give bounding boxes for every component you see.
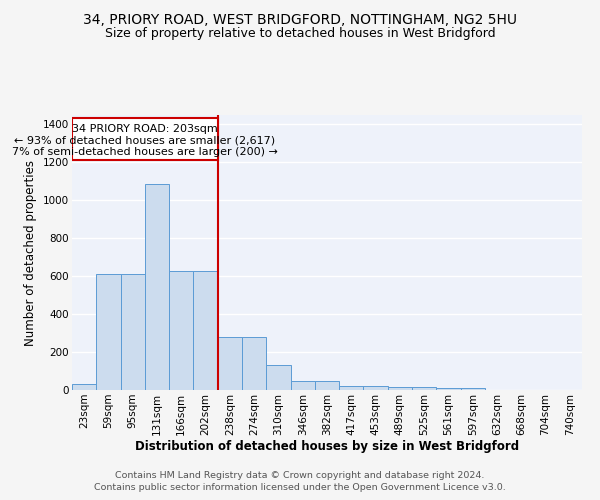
Bar xyxy=(96,274,121,390)
Bar xyxy=(242,337,266,390)
Y-axis label: Number of detached properties: Number of detached properties xyxy=(25,160,37,346)
Text: ← 93% of detached houses are smaller (2,617): ← 93% of detached houses are smaller (2,… xyxy=(14,136,275,145)
Bar xyxy=(339,386,364,390)
Bar xyxy=(266,366,290,390)
Text: 34 PRIORY ROAD: 203sqm: 34 PRIORY ROAD: 203sqm xyxy=(72,124,218,134)
Bar xyxy=(193,270,218,390)
Bar xyxy=(72,384,96,390)
Bar xyxy=(364,386,388,390)
Bar xyxy=(72,118,218,160)
Bar xyxy=(436,388,461,390)
Bar xyxy=(218,337,242,390)
X-axis label: Distribution of detached houses by size in West Bridgford: Distribution of detached houses by size … xyxy=(135,440,519,454)
Bar xyxy=(388,388,412,390)
Text: 34, PRIORY ROAD, WEST BRIDGFORD, NOTTINGHAM, NG2 5HU: 34, PRIORY ROAD, WEST BRIDGFORD, NOTTING… xyxy=(83,12,517,26)
Bar xyxy=(412,388,436,390)
Bar xyxy=(315,381,339,390)
Bar xyxy=(169,270,193,390)
Bar xyxy=(145,184,169,390)
Text: 7% of semi-detached houses are larger (200) →: 7% of semi-detached houses are larger (2… xyxy=(12,148,278,158)
Bar xyxy=(461,388,485,390)
Text: Contains HM Land Registry data © Crown copyright and database right 2024.: Contains HM Land Registry data © Crown c… xyxy=(115,471,485,480)
Text: Contains public sector information licensed under the Open Government Licence v3: Contains public sector information licen… xyxy=(94,484,506,492)
Bar xyxy=(290,381,315,390)
Text: Size of property relative to detached houses in West Bridgford: Size of property relative to detached ho… xyxy=(104,28,496,40)
Bar xyxy=(121,274,145,390)
